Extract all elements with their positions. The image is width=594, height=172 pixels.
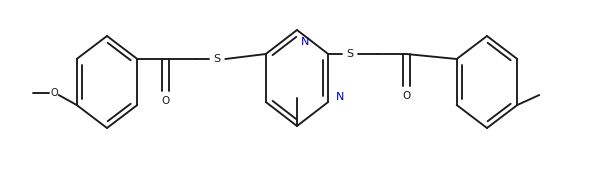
- Text: N: N: [336, 92, 345, 102]
- Text: O: O: [402, 91, 410, 101]
- Text: N: N: [301, 37, 309, 47]
- Text: O: O: [161, 96, 169, 106]
- Text: S: S: [214, 54, 221, 64]
- Text: S: S: [347, 49, 354, 59]
- Text: O: O: [51, 88, 58, 98]
